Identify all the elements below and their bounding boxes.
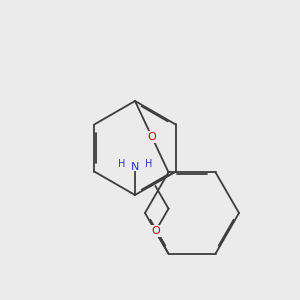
- Text: O: O: [151, 226, 160, 236]
- Text: H: H: [118, 159, 125, 169]
- Text: N: N: [131, 162, 139, 172]
- Text: O: O: [147, 132, 156, 142]
- Text: H: H: [145, 159, 152, 169]
